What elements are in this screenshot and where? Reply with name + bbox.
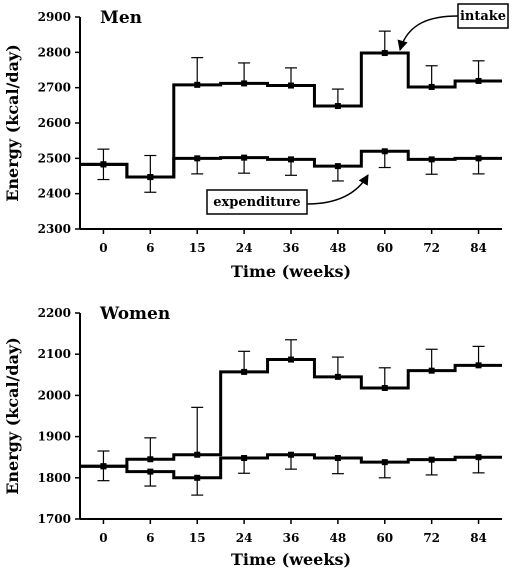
men-x-tick-label: 60 bbox=[376, 241, 393, 255]
men-y-tick-label: 2500 bbox=[38, 151, 71, 165]
men-y-tick-label: 2900 bbox=[38, 10, 71, 24]
annotation-box bbox=[457, 3, 509, 29]
men-y-tick-label: 2300 bbox=[38, 222, 71, 236]
men-panel-title: Men bbox=[100, 8, 142, 28]
men-panel: 2300 2400 2500 2600 2700 2800 2900 0 6 15 24 36 48 60… bbox=[3, 3, 509, 281]
men-intake-point bbox=[288, 82, 294, 89]
women-expenditure-point bbox=[194, 474, 201, 481]
women-intake-point bbox=[475, 362, 482, 369]
men-x-tick-label: 72 bbox=[423, 241, 440, 255]
women-expenditure-point bbox=[288, 451, 294, 458]
women-expenditure-point bbox=[147, 468, 154, 475]
men-expenditure-point bbox=[241, 154, 248, 161]
men-x-tick-label: 36 bbox=[283, 241, 300, 255]
women-x-tick-label: 48 bbox=[330, 531, 347, 545]
men-x-tick-label: 6 bbox=[146, 241, 154, 255]
women-x-tick-label: 6 bbox=[146, 531, 154, 545]
men-intake-point bbox=[241, 80, 248, 87]
annotation-box bbox=[206, 189, 308, 215]
men-y-tick-label: 2700 bbox=[38, 81, 71, 95]
women-x-tick-label: 0 bbox=[99, 531, 107, 545]
women-x-tick-label: 72 bbox=[423, 531, 440, 545]
men-expenditure-point bbox=[194, 155, 201, 162]
women-y-tick-label: 1700 bbox=[38, 512, 71, 526]
women-expenditure-point bbox=[100, 463, 107, 470]
men-expenditure-point bbox=[288, 156, 294, 163]
annotation-intake: intake bbox=[397, 3, 509, 52]
annotation-arrow bbox=[397, 15, 459, 52]
women-y-tick-label: 1800 bbox=[38, 471, 71, 485]
women-x-tick-label: 84 bbox=[470, 531, 487, 545]
men-x-tick-label: 48 bbox=[330, 241, 347, 255]
men-y-tick-label: 2800 bbox=[38, 45, 71, 59]
women-intake-line bbox=[80, 358, 502, 468]
women-x-tick-label: 24 bbox=[236, 531, 253, 545]
men-expenditure-point bbox=[428, 156, 435, 163]
women-x-tick-label: 15 bbox=[189, 531, 206, 545]
women-intake-point bbox=[147, 456, 154, 463]
men-x-tick-label: 15 bbox=[189, 241, 206, 255]
men-intake-point bbox=[475, 77, 482, 84]
men-y-axis-title: Energy (kcal/day) bbox=[3, 44, 22, 202]
men-intake-point bbox=[381, 50, 388, 57]
women-intake-point bbox=[381, 384, 388, 391]
men-expenditure-point bbox=[475, 155, 482, 162]
women-expenditure-point bbox=[475, 454, 482, 461]
women-expenditure-point bbox=[241, 455, 248, 462]
women-intake-point bbox=[194, 451, 201, 458]
men-x-axis-title: Time (weeks) bbox=[231, 262, 351, 281]
women-x-tick-label: 36 bbox=[283, 531, 300, 545]
women-expenditure-point bbox=[334, 455, 341, 462]
women-expenditure-point bbox=[428, 456, 435, 463]
men-x-tick-label: 24 bbox=[236, 241, 253, 255]
women-x-axis-title: Time (weeks) bbox=[231, 550, 351, 569]
annotation-label: intake bbox=[460, 9, 506, 24]
men-intake-point bbox=[334, 103, 341, 110]
women-y-tick-label: 1900 bbox=[38, 430, 71, 444]
women-panel: 1700 1800 1900 2000 2100 2200 0 6 15 24 36 48 60 72 84… bbox=[3, 304, 502, 569]
women-intake-point bbox=[241, 368, 248, 375]
men-y-tick-label: 2400 bbox=[38, 187, 71, 201]
men-x-tick-label: 84 bbox=[470, 241, 487, 255]
men-x-tick-label: 0 bbox=[99, 241, 107, 255]
men-intake-point bbox=[428, 83, 435, 90]
annotation-arrow bbox=[306, 174, 369, 205]
women-intake-point bbox=[428, 367, 435, 374]
men-expenditure-point bbox=[381, 148, 388, 155]
women-intake-point bbox=[334, 373, 341, 380]
men-y-tick-label: 2600 bbox=[38, 116, 71, 130]
men-expenditure-point bbox=[334, 163, 341, 170]
men-intake-point bbox=[194, 81, 201, 88]
women-intake-point bbox=[288, 356, 294, 363]
annotation-label: expenditure bbox=[213, 195, 300, 210]
women-y-tick-label: 2200 bbox=[38, 306, 71, 320]
men-expenditure-point bbox=[147, 174, 154, 181]
women-y-axis-title: Energy (kcal/day) bbox=[3, 337, 22, 495]
men-expenditure-point bbox=[100, 161, 107, 168]
annotation-expenditure: expenditure bbox=[206, 174, 369, 215]
women-panel-title: Women bbox=[99, 304, 170, 324]
women-y-tick-label: 2100 bbox=[38, 347, 71, 361]
women-expenditure-point bbox=[381, 459, 388, 466]
women-y-tick-label: 2000 bbox=[38, 388, 71, 402]
women-x-tick-label: 60 bbox=[376, 531, 393, 545]
